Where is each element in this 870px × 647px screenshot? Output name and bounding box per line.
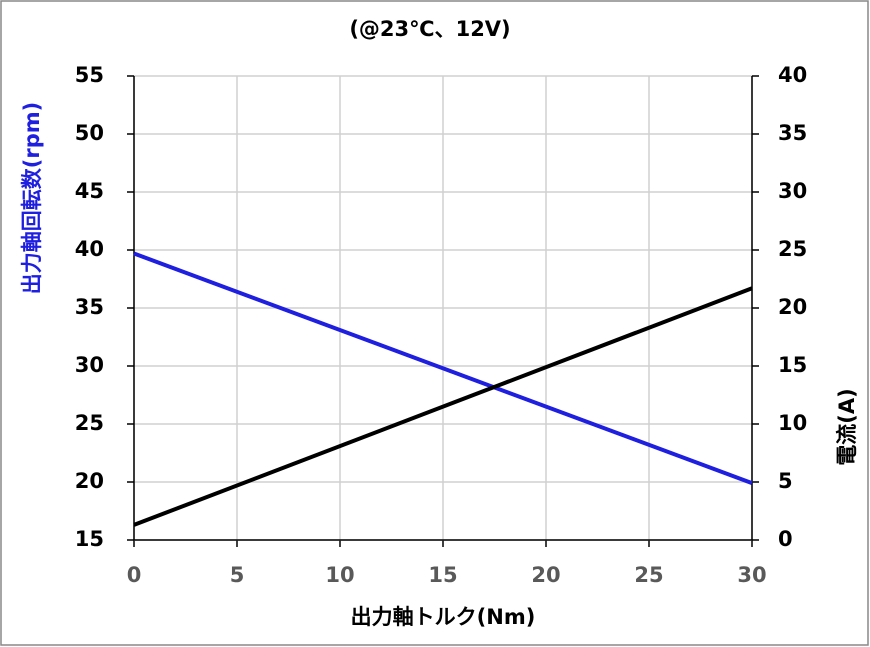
y2-tick-label: 0 [778, 527, 793, 551]
x-tick-label: 20 [531, 563, 560, 587]
line-series [133, 251, 753, 486]
x-tick-label: 0 [127, 563, 142, 587]
x-tick-label: 25 [634, 563, 663, 587]
x-tick-label: 10 [325, 563, 354, 587]
y2-tick-label: 15 [778, 353, 807, 377]
y2-tick-label: 35 [778, 121, 807, 145]
chart-title: (@23℃、12V) [349, 17, 510, 41]
y-tick-label: 55 [75, 63, 104, 87]
y2-axis-label: 電流(A) [835, 388, 859, 465]
y-tick-label: 20 [75, 469, 104, 493]
y2-tick-label: 20 [778, 295, 807, 319]
y-tick-label: 35 [75, 295, 104, 319]
y-tick-label: 50 [75, 121, 104, 145]
x-tick-label: 30 [737, 563, 766, 587]
y-tick-label: 30 [75, 353, 104, 377]
y2-tick-label: 10 [778, 411, 807, 435]
y2-tick-label: 30 [778, 179, 807, 203]
x-tick-label: 5 [230, 563, 245, 587]
y-tick-label: 25 [75, 411, 104, 435]
line-series [133, 286, 753, 527]
x-axis-label: 出力軸トルク(Nm) [351, 605, 536, 629]
y-axis-label: 出力軸回転数(rpm) [20, 102, 44, 294]
y-tick-label: 45 [75, 179, 104, 203]
x-tick-label: 15 [428, 563, 457, 587]
y2-tick-label: 25 [778, 237, 807, 261]
y-tick-label: 40 [75, 237, 104, 261]
y2-tick-label: 40 [778, 63, 807, 87]
y2-tick-label: 5 [778, 469, 793, 493]
y-tick-label: 15 [75, 527, 104, 551]
